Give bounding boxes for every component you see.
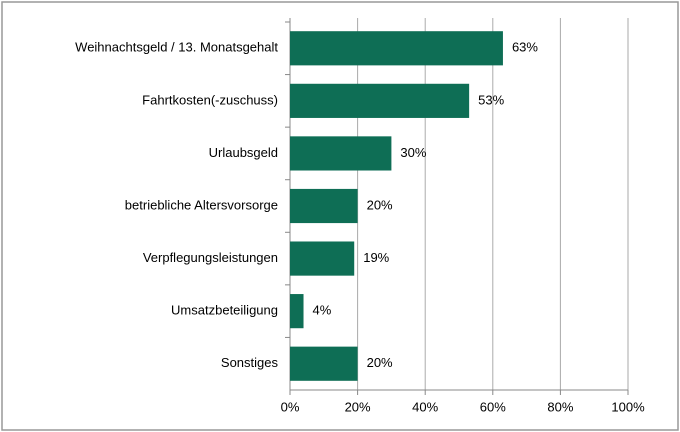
- value-label: 30%: [400, 145, 426, 160]
- bar: [290, 188, 358, 224]
- y-tick-label: Umsatzbeteiligung: [171, 303, 278, 318]
- value-label: 53%: [478, 92, 504, 107]
- value-label: 63%: [512, 40, 538, 55]
- bar: [290, 136, 392, 171]
- x-tick-label: 80%: [547, 399, 573, 414]
- y-tick-label: Sonstiges: [221, 355, 279, 370]
- x-tick-label: 20%: [345, 399, 371, 414]
- y-tick-label: Urlaubsgeld: [209, 145, 278, 160]
- y-tick-label: betriebliche Altersvorsorge: [125, 197, 278, 212]
- bar: [290, 83, 470, 118]
- value-label: 4%: [313, 303, 332, 318]
- y-tick-label: Weihnachtsgeld / 13. Monatsgehalt: [75, 40, 278, 55]
- x-tick-label: 100%: [611, 399, 645, 414]
- y-tick-label: Fahrtkosten(-zuschuss): [142, 92, 278, 107]
- x-tick-label: 0%: [281, 399, 300, 414]
- bar: [290, 346, 358, 381]
- bar: [290, 241, 355, 276]
- value-label: 19%: [363, 250, 389, 265]
- bar: [290, 31, 503, 66]
- x-tick-label: 60%: [480, 399, 506, 414]
- value-label: 20%: [367, 197, 393, 212]
- bar: [290, 294, 304, 329]
- value-label: 20%: [367, 355, 393, 370]
- x-tick-label: 40%: [412, 399, 438, 414]
- y-tick-label: Verpflegungsleistungen: [143, 250, 278, 265]
